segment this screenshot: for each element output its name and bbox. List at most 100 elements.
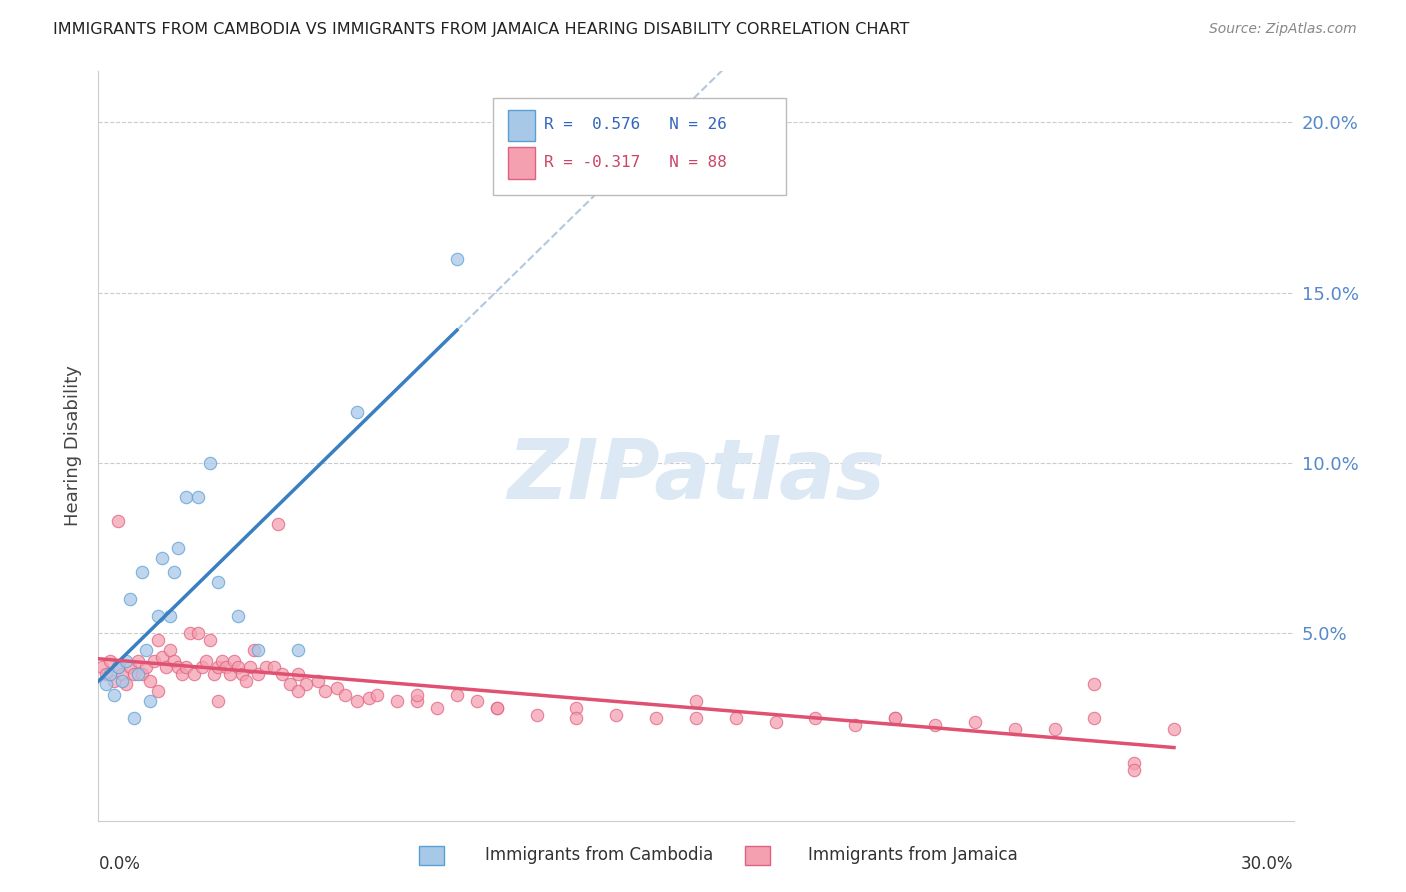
Point <box>115 654 138 668</box>
Point <box>163 565 186 579</box>
Point <box>219 667 242 681</box>
Bar <box>509 110 534 141</box>
Point <box>167 541 190 556</box>
Point <box>1083 711 1105 725</box>
Point <box>135 643 157 657</box>
Point <box>963 714 986 729</box>
Point <box>426 701 449 715</box>
Point <box>270 667 292 681</box>
Point <box>150 650 173 665</box>
Point <box>366 688 388 702</box>
Point <box>267 517 290 532</box>
Point <box>1123 763 1146 777</box>
Point <box>198 633 221 648</box>
Point <box>605 708 627 723</box>
Y-axis label: Hearing Disability: Hearing Disability <box>63 366 82 526</box>
Point <box>187 490 209 504</box>
Point <box>287 684 309 698</box>
Point <box>131 565 153 579</box>
Point <box>148 633 170 648</box>
Point <box>215 660 238 674</box>
Point <box>1163 722 1185 736</box>
Point <box>98 667 122 681</box>
Point <box>174 660 197 674</box>
Point <box>159 609 181 624</box>
Point <box>804 711 827 725</box>
Point <box>226 660 249 674</box>
Point <box>222 654 245 668</box>
Point <box>207 660 229 674</box>
Point <box>103 688 125 702</box>
Point <box>724 711 747 725</box>
Point <box>287 667 309 681</box>
Point <box>207 694 229 708</box>
Point <box>211 654 233 668</box>
Point <box>195 654 218 668</box>
Text: R = -0.317   N = 88: R = -0.317 N = 88 <box>544 154 727 169</box>
Point <box>183 667 205 681</box>
Point <box>139 673 162 688</box>
Point <box>127 654 149 668</box>
Point <box>135 660 157 674</box>
Point <box>359 691 381 706</box>
Point <box>526 708 548 723</box>
Text: Source: ZipAtlas.com: Source: ZipAtlas.com <box>1209 22 1357 37</box>
Point <box>1083 677 1105 691</box>
Point <box>406 688 429 702</box>
Point <box>148 609 170 624</box>
Point <box>335 688 357 702</box>
Point <box>143 654 166 668</box>
Point <box>465 694 488 708</box>
Point <box>91 660 114 674</box>
Point <box>884 711 907 725</box>
Point <box>174 490 197 504</box>
Point <box>884 711 907 725</box>
Point <box>485 701 508 715</box>
Point <box>235 673 257 688</box>
Point <box>231 667 253 681</box>
Point <box>172 667 194 681</box>
Point <box>179 626 201 640</box>
Point <box>96 667 118 681</box>
Point <box>685 694 707 708</box>
Point <box>207 575 229 590</box>
Point <box>307 673 329 688</box>
Point <box>139 694 162 708</box>
Point <box>645 711 668 725</box>
Point <box>565 701 588 715</box>
Point <box>226 609 249 624</box>
Point <box>346 694 368 708</box>
Point <box>120 660 142 674</box>
Point <box>565 711 588 725</box>
Point <box>124 711 146 725</box>
Bar <box>509 147 534 178</box>
Point <box>287 643 309 657</box>
Point <box>346 405 368 419</box>
Text: IMMIGRANTS FROM CAMBODIA VS IMMIGRANTS FROM JAMAICA HEARING DISABILITY CORRELATI: IMMIGRANTS FROM CAMBODIA VS IMMIGRANTS F… <box>53 22 910 37</box>
Text: Immigrants from Jamaica: Immigrants from Jamaica <box>808 846 1018 863</box>
Point <box>111 673 134 688</box>
Point <box>263 660 285 674</box>
Point <box>765 714 787 729</box>
Point <box>111 667 134 681</box>
Text: ZIPatlas: ZIPatlas <box>508 435 884 516</box>
Point <box>107 660 129 674</box>
Point <box>124 667 146 681</box>
Point <box>107 660 129 674</box>
Point <box>155 660 177 674</box>
Point <box>446 252 468 266</box>
Point <box>1123 756 1146 770</box>
Point <box>107 514 129 528</box>
Point <box>131 667 153 681</box>
Point <box>202 667 225 681</box>
Point <box>278 677 301 691</box>
Point <box>148 684 170 698</box>
Point <box>246 667 269 681</box>
Point <box>120 592 142 607</box>
Point <box>485 701 508 715</box>
Point <box>103 673 125 688</box>
Text: Immigrants from Cambodia: Immigrants from Cambodia <box>485 846 713 863</box>
FancyBboxPatch shape <box>494 97 786 195</box>
Text: 30.0%: 30.0% <box>1241 855 1294 872</box>
Point <box>187 626 209 640</box>
